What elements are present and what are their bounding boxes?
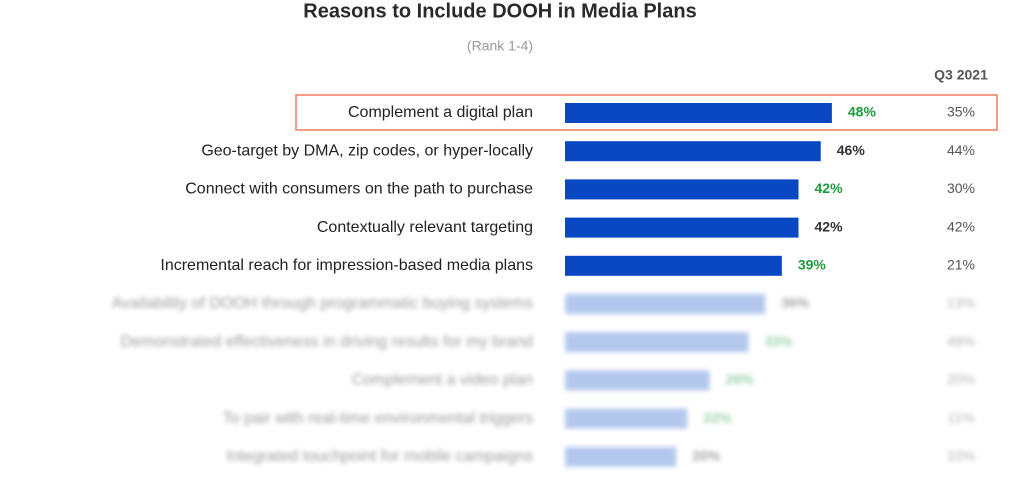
bar: [565, 446, 677, 467]
bar: [565, 217, 799, 238]
bar: [565, 103, 832, 123]
q3-value: 42%: [947, 218, 975, 234]
value-label: 33%: [764, 333, 793, 349]
row: Geo-target by DMA, zip codes, or hyper-l…: [201, 141, 975, 162]
q3-value: 35%: [947, 104, 975, 120]
value-label: 36%: [781, 295, 810, 311]
chart-subtitle: (Rank 1-4): [467, 38, 533, 54]
q3-value: 20%: [947, 371, 975, 387]
q3-value: 30%: [947, 180, 975, 196]
bar: [565, 255, 782, 276]
value-label: 20%: [692, 448, 721, 464]
row: Connect with consumers on the path to pu…: [185, 179, 975, 200]
value-label: 39%: [798, 257, 827, 273]
bar: [565, 370, 710, 391]
row: Incremental reach for impression-based m…: [160, 255, 975, 276]
column-header: Q3 2021: [934, 67, 988, 83]
row: Contextually relevant targeting 42% 42%: [317, 217, 975, 238]
bar: [565, 179, 799, 200]
category-label: Demonstrated effectiveness in driving re…: [121, 333, 533, 350]
value-label: 46%: [837, 142, 866, 158]
value-label: 42%: [815, 180, 844, 196]
category-label: Geo-target by DMA, zip codes, or hyper-l…: [201, 142, 533, 159]
bar: [565, 294, 766, 314]
row: Demonstrated effectiveness in driving re…: [121, 332, 975, 353]
row: Complement a video plan 26% 20%: [352, 370, 975, 391]
row: Integrated touchpoint for mobile campaig…: [226, 446, 975, 467]
bar: [565, 408, 688, 429]
row: Complement a digital plan 48% 35%: [295, 94, 998, 131]
row: Availability of DOOH through programmati…: [112, 294, 975, 314]
q3-value: 49%: [947, 333, 975, 349]
q3-value: 13%: [947, 295, 975, 311]
q3-value: 44%: [947, 142, 975, 158]
value-label: 42%: [815, 218, 844, 234]
category-label: Availability of DOOH through programmati…: [112, 295, 533, 312]
category-label: Complement a video plan: [352, 372, 533, 389]
value-label: 22%: [703, 409, 732, 425]
value-label: 48%: [848, 104, 877, 120]
chart-title: Reasons to Include DOOH in Media Plans: [303, 0, 696, 22]
bar: [565, 141, 821, 162]
category-label: Contextually relevant targeting: [317, 219, 533, 236]
q3-value: 21%: [947, 257, 975, 273]
row: To pair with real-time environmental tri…: [223, 408, 975, 429]
category-label: To pair with real-time environmental tri…: [223, 410, 533, 427]
category-label: Complement a digital plan: [348, 104, 533, 121]
q3-value: 10%: [947, 448, 975, 464]
highlight-box: [295, 94, 998, 131]
category-label: Incremental reach for impression-based m…: [160, 257, 533, 274]
value-label: 26%: [726, 371, 755, 387]
category-label: Integrated touchpoint for mobile campaig…: [226, 448, 533, 465]
category-label: Connect with consumers on the path to pu…: [185, 181, 533, 198]
bar: [565, 332, 749, 353]
q3-value: 11%: [948, 409, 975, 425]
